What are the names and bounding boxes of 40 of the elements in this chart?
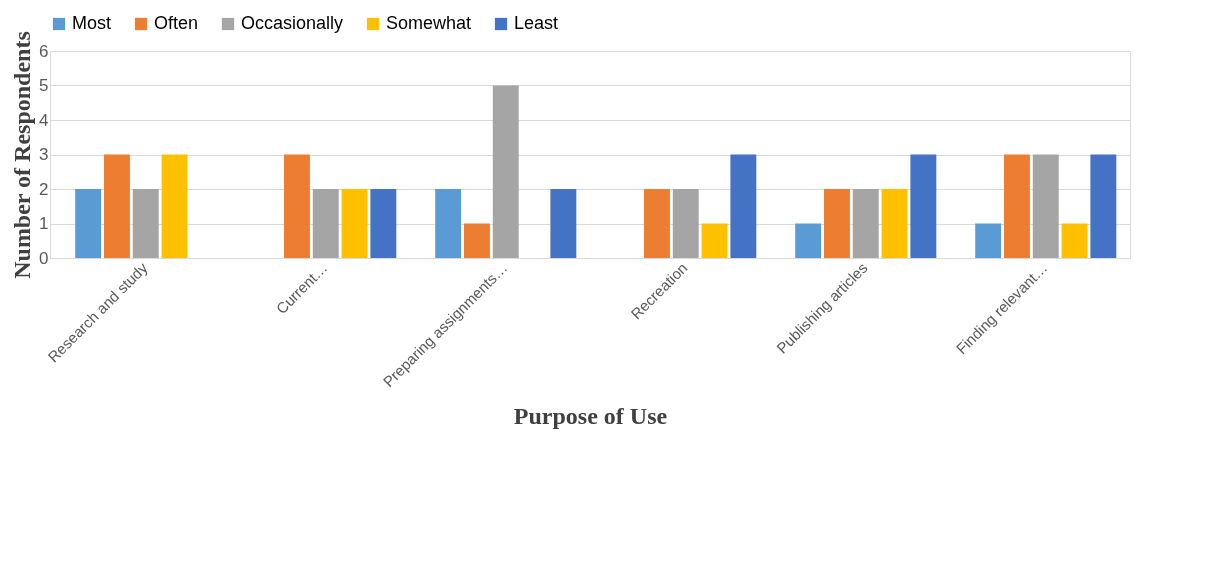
bar: [1061, 223, 1088, 258]
bar: [1004, 154, 1030, 258]
bar: [795, 223, 822, 258]
bar: [824, 189, 850, 258]
bar: [975, 223, 1002, 258]
bar: [852, 189, 879, 258]
y-tick-label: 5: [39, 76, 49, 95]
y-tick-label: 0: [39, 248, 49, 268]
bar: [492, 85, 519, 258]
bar: [910, 154, 937, 258]
legend-label: Often: [154, 13, 199, 33]
bar: [1032, 154, 1059, 258]
bar: [161, 154, 188, 258]
bar: [312, 189, 339, 258]
legend-label: Most: [72, 13, 112, 33]
y-tick-label: 1: [39, 214, 49, 233]
legend-label: Somewhat: [386, 13, 472, 33]
bar: [550, 189, 577, 258]
bar: [672, 189, 699, 258]
y-tick-label: 6: [39, 41, 49, 61]
y-tick-label: 4: [39, 110, 49, 130]
legend-label: Least: [514, 13, 559, 33]
y-axis-title: Number of Respondents: [9, 31, 36, 279]
bar: [284, 154, 310, 258]
legend-label: Occasionally: [241, 13, 344, 33]
bar: [701, 223, 728, 258]
y-tick-label: 2: [39, 179, 49, 199]
bar: [75, 189, 102, 258]
bar: [104, 154, 130, 258]
bar: [435, 189, 462, 258]
bar: [1090, 154, 1117, 258]
bar: [730, 154, 757, 258]
bar: [464, 223, 490, 258]
bar: [132, 189, 159, 258]
bar: [370, 189, 397, 258]
bar: [881, 189, 908, 258]
bar: [341, 189, 368, 258]
bar: [644, 189, 670, 258]
y-tick-label: 3: [39, 145, 49, 164]
x-axis-title: Purpose of Use: [513, 403, 668, 430]
